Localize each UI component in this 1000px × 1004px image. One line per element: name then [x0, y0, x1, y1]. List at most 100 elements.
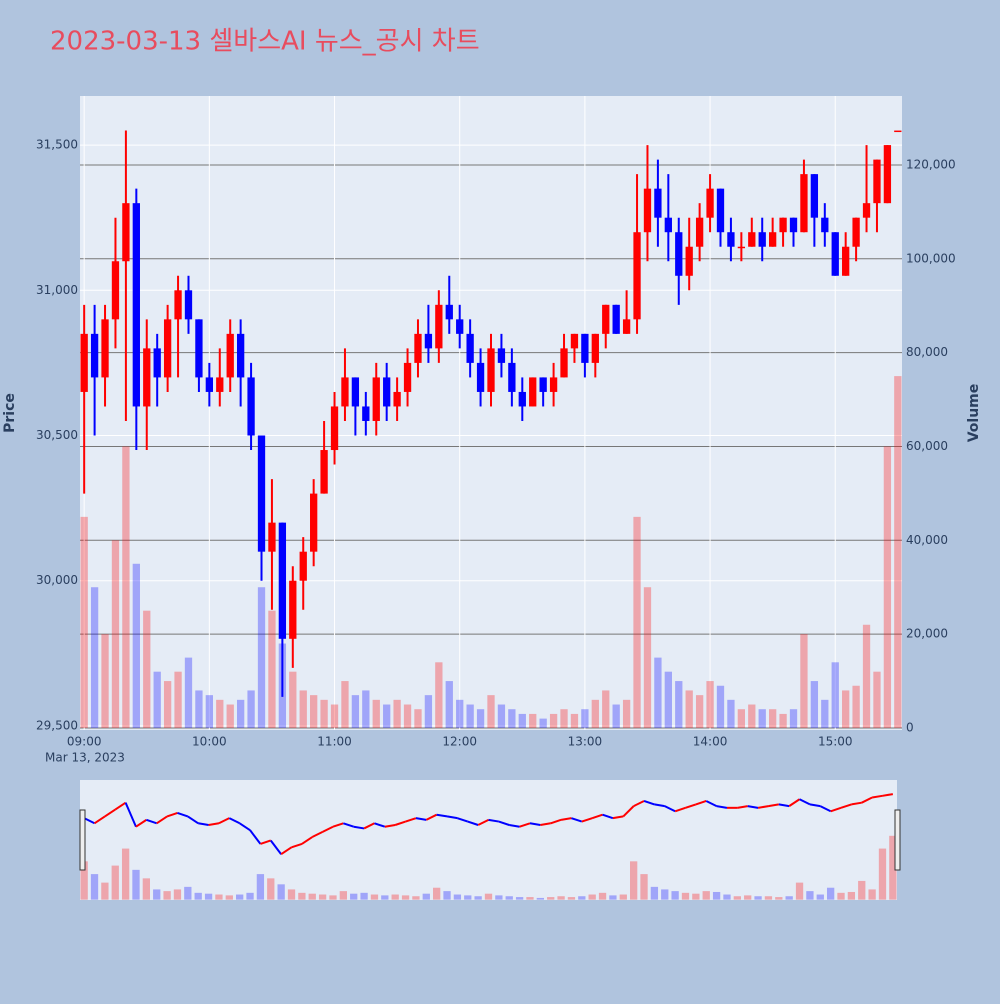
mini-volume-bar — [557, 896, 565, 900]
mini-price-line — [747, 805, 759, 809]
mini-price-line — [591, 813, 603, 820]
mini-volume-bar — [671, 891, 679, 900]
candle-body — [800, 174, 808, 233]
y-tick-label: 31,500 — [36, 138, 78, 152]
volume-bar — [727, 699, 735, 728]
volume-bar — [90, 587, 99, 728]
mini-price-line — [757, 805, 769, 809]
mini-price-line — [291, 842, 303, 849]
mini-price-line — [83, 817, 95, 825]
mini-volume-bar — [111, 865, 119, 900]
candle-body — [654, 188, 662, 218]
candle-body — [779, 217, 787, 233]
mini-volume-bar — [267, 878, 275, 900]
mini-volume-bar — [184, 886, 192, 900]
mini-volume-bar — [619, 894, 627, 900]
mini-price-line — [405, 817, 417, 823]
volume-bar — [560, 709, 568, 728]
candle-body — [842, 246, 850, 276]
mini-price-line — [622, 805, 635, 818]
volume-bar — [487, 695, 495, 728]
mini-price-line — [809, 803, 821, 808]
mini-volume-bar — [536, 897, 544, 900]
y2-tick-label: 80,000 — [906, 345, 948, 359]
volume-bar — [289, 671, 297, 728]
volume-bar — [800, 634, 808, 728]
mini-price-line — [146, 818, 158, 825]
candle-body — [278, 522, 287, 639]
mini-price-line — [509, 824, 520, 828]
mini-volume-bar — [515, 897, 524, 900]
mini-price-line — [177, 812, 189, 818]
mini-volume-bar — [764, 896, 773, 900]
candle-body — [414, 333, 422, 363]
candle-body — [195, 319, 203, 378]
mini-volume-bar — [401, 895, 410, 900]
candle-body — [737, 246, 746, 249]
mini-price-line — [415, 817, 427, 821]
volume-bar — [602, 690, 610, 728]
mini-price-line — [249, 829, 262, 845]
volume-bar — [862, 624, 871, 728]
mini-price-line — [861, 796, 873, 804]
mini-volume-bar — [153, 889, 161, 900]
candle-body — [716, 188, 725, 233]
y2-tick-label: 60,000 — [906, 439, 948, 453]
mini-volume-bar — [422, 893, 430, 900]
mini-price-line — [581, 817, 593, 823]
mini-volume-bar — [318, 894, 327, 900]
x-tick-label: 11:00 — [317, 735, 352, 749]
mini-volume-bar — [80, 861, 88, 900]
mini-price-line — [93, 815, 106, 825]
volume-bar — [821, 699, 829, 728]
candle-body — [633, 232, 641, 320]
mini-price-line — [716, 805, 728, 809]
mini-price-line — [477, 818, 489, 826]
candle-body — [435, 304, 443, 349]
volume-bar — [873, 671, 881, 728]
mini-price-line — [498, 820, 510, 826]
slider-handle[interactable] — [894, 809, 901, 871]
volume-bar — [184, 657, 193, 728]
mini-volume-bar — [277, 884, 285, 900]
volume-bar — [497, 704, 506, 728]
candle-body — [831, 232, 839, 276]
volume-bar — [643, 587, 652, 728]
mini-volume-bar — [868, 889, 876, 900]
mini-volume-bar — [650, 886, 659, 900]
mini-price-line — [685, 803, 697, 809]
mini-volume-bar — [433, 887, 441, 900]
mini-volume-bar — [464, 895, 472, 900]
mini-price-line — [788, 798, 801, 807]
volume-bar — [257, 587, 266, 728]
volume-bar — [310, 695, 318, 728]
mini-price-line — [871, 794, 883, 799]
mini-price-line — [633, 800, 645, 808]
mini-volume-bar — [495, 895, 503, 900]
mini-volume-bar — [795, 882, 804, 900]
mini-volume-bar — [329, 895, 337, 900]
x-tick-label: 10:00 — [192, 735, 227, 749]
mini-price-line — [166, 812, 178, 818]
mini-price-line — [695, 800, 707, 806]
mini-price-line — [332, 822, 344, 828]
candle-body — [497, 348, 506, 363]
candle-body — [487, 348, 495, 392]
range-slider[interactable] — [80, 780, 897, 900]
candle-body — [685, 246, 693, 276]
candle-body — [789, 217, 798, 233]
volume-bar — [372, 699, 380, 728]
slider-handle[interactable] — [79, 809, 86, 871]
mini-volume-bar — [754, 896, 762, 900]
mini-price-line — [519, 822, 531, 828]
volume-bar — [549, 713, 558, 728]
candle-body — [424, 333, 433, 349]
mini-volume-bar — [733, 896, 741, 900]
mini-price-line — [187, 815, 199, 825]
candle-body — [466, 333, 474, 363]
mini-price-line — [768, 803, 779, 808]
mini-price-line — [394, 820, 406, 826]
mini-volume-bar — [681, 892, 690, 900]
volume-bar — [539, 718, 547, 728]
